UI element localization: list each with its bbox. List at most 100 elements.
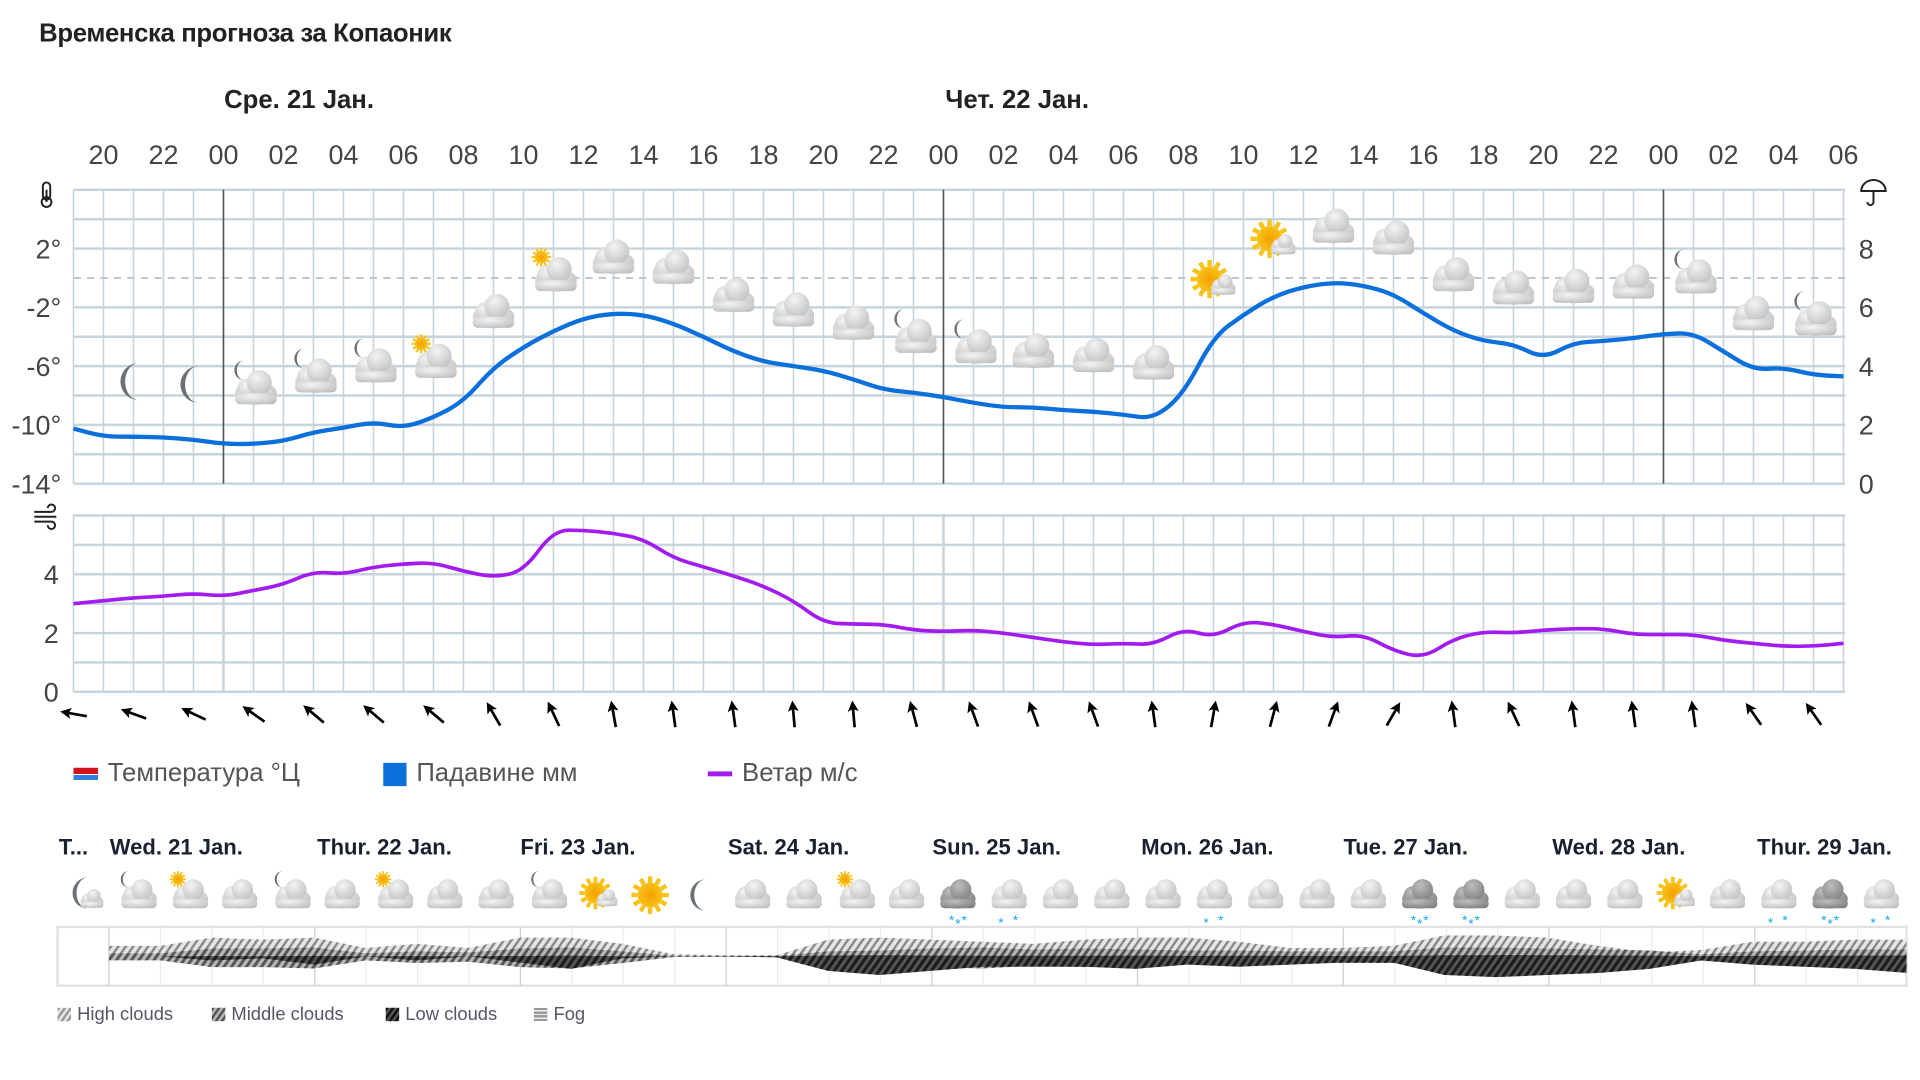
umbrella-icon xyxy=(1860,179,1887,207)
hour-label: 10 xyxy=(508,140,538,170)
cloud-part xyxy=(1806,301,1832,327)
wind-tick-label: 0 xyxy=(44,678,59,708)
cloud-part xyxy=(888,898,925,909)
cloud-icon xyxy=(1299,879,1335,909)
snow-light-icon: * * xyxy=(991,879,1027,930)
hour-label: 02 xyxy=(1708,140,1738,170)
cloud-icon xyxy=(1132,345,1175,380)
wind-direction-arrow xyxy=(1268,700,1280,728)
legend-precipitation[interactable]: Падавине мм xyxy=(383,759,577,788)
sun-ray xyxy=(170,881,174,885)
arrow-head xyxy=(242,706,255,717)
cloud-part xyxy=(1492,293,1535,305)
cloud-part xyxy=(437,879,459,901)
snowflake-icon: * xyxy=(1468,916,1474,931)
legend-precipitation-label: Падавине мм xyxy=(416,759,578,788)
arrow-head xyxy=(423,705,436,717)
sun-cloud-icon xyxy=(1250,219,1296,258)
hour-label: 16 xyxy=(1408,140,1438,170)
low-clouds-label: Low clouds xyxy=(405,1004,498,1025)
cloud-part xyxy=(1686,259,1712,285)
cloud-icon xyxy=(832,305,875,341)
cloud-part xyxy=(772,315,815,327)
moon-icon xyxy=(120,362,140,401)
cloud-part xyxy=(950,879,972,901)
cloud-icon xyxy=(1042,879,1079,909)
precipitation-tick-label: 8 xyxy=(1859,234,1874,264)
cloud-part xyxy=(285,879,307,901)
cloud-part xyxy=(246,370,272,396)
cloud-part xyxy=(484,293,510,319)
cloud-part xyxy=(1299,898,1335,909)
sun-ray xyxy=(837,874,841,878)
cloud-icon xyxy=(888,879,925,909)
sun-ray xyxy=(543,248,547,253)
cloud-part xyxy=(796,879,818,901)
hour-label: 02 xyxy=(268,140,298,170)
snowflake-icon: * xyxy=(1411,913,1417,928)
cloud-part xyxy=(592,262,635,274)
meteogram-day-label: Tue. 27 Jan. xyxy=(1343,835,1468,860)
cloud-part xyxy=(426,343,452,369)
sun-ray xyxy=(182,874,186,878)
legend-wind[interactable]: Ветар м/с xyxy=(707,759,858,788)
cloud-icon xyxy=(531,879,568,909)
cloud-part xyxy=(1145,898,1181,909)
hour-label: 20 xyxy=(1528,140,1558,170)
cloud-part xyxy=(1350,898,1387,909)
hour-label: 02 xyxy=(988,140,1018,170)
wind-direction-arrow xyxy=(967,701,980,727)
moon-icon xyxy=(894,309,905,329)
sun-ray xyxy=(1663,878,1670,885)
sun-ray xyxy=(1273,221,1282,229)
cloud-part xyxy=(1674,900,1695,907)
sun-ray xyxy=(603,883,611,890)
hour-label: 00 xyxy=(208,140,238,170)
sun-ray xyxy=(1219,267,1228,275)
cloud-part xyxy=(531,898,568,909)
cloud-part xyxy=(1453,898,1489,909)
cloud-moon-icon xyxy=(1794,291,1837,336)
moon-icon xyxy=(72,877,89,909)
cloud-moon-icon xyxy=(120,870,157,909)
cloud-icon xyxy=(472,293,515,329)
sun-ray xyxy=(543,262,547,266)
sun-ray xyxy=(423,335,427,339)
fog-swatch xyxy=(533,1007,548,1022)
legend-temperature-label: Температура °Ц xyxy=(107,759,300,788)
snowflake-icon: * xyxy=(1782,913,1788,928)
legend-temperature[interactable]: Температура °Ц xyxy=(73,759,300,788)
hour-label: 00 xyxy=(1648,140,1678,170)
cloud-part xyxy=(1607,898,1643,909)
moon-icon xyxy=(120,870,130,888)
sun-disc xyxy=(377,873,389,885)
temperature-line xyxy=(72,281,1844,447)
wind-direction-arrow xyxy=(547,701,561,727)
day-header-2: Чет. 22 Јан. xyxy=(945,85,1089,114)
wind-direction-arrow xyxy=(423,705,445,724)
arrow-head xyxy=(1745,702,1757,716)
sun-ray xyxy=(1251,227,1260,235)
cloud-part xyxy=(1612,287,1655,299)
precipitation-tick-label: 2 xyxy=(1859,411,1874,441)
snowflake-icon: * xyxy=(1203,915,1209,930)
wind-direction-arrow xyxy=(1627,700,1639,728)
wind-direction-arrow xyxy=(1147,700,1159,728)
cloud-icon xyxy=(1795,301,1837,336)
sun-ray xyxy=(179,883,183,887)
sun-ray xyxy=(654,877,662,886)
cloud-part xyxy=(1709,898,1746,909)
cloud-icon xyxy=(1432,257,1475,292)
sun-ray xyxy=(1198,261,1206,270)
sun-icon xyxy=(411,334,431,354)
cloud-moon-icon xyxy=(354,338,397,383)
cloud-icon xyxy=(596,889,618,907)
snowflake-icon: * xyxy=(1827,916,1833,931)
cloud-part xyxy=(895,341,937,353)
snowflake-icon: * xyxy=(1475,913,1481,928)
moon-icon xyxy=(180,365,200,404)
cloud-part xyxy=(1812,898,1848,909)
snowflake-icon: * xyxy=(1870,915,1876,930)
cloud-part xyxy=(1271,247,1296,255)
cloud-part xyxy=(1024,333,1050,359)
